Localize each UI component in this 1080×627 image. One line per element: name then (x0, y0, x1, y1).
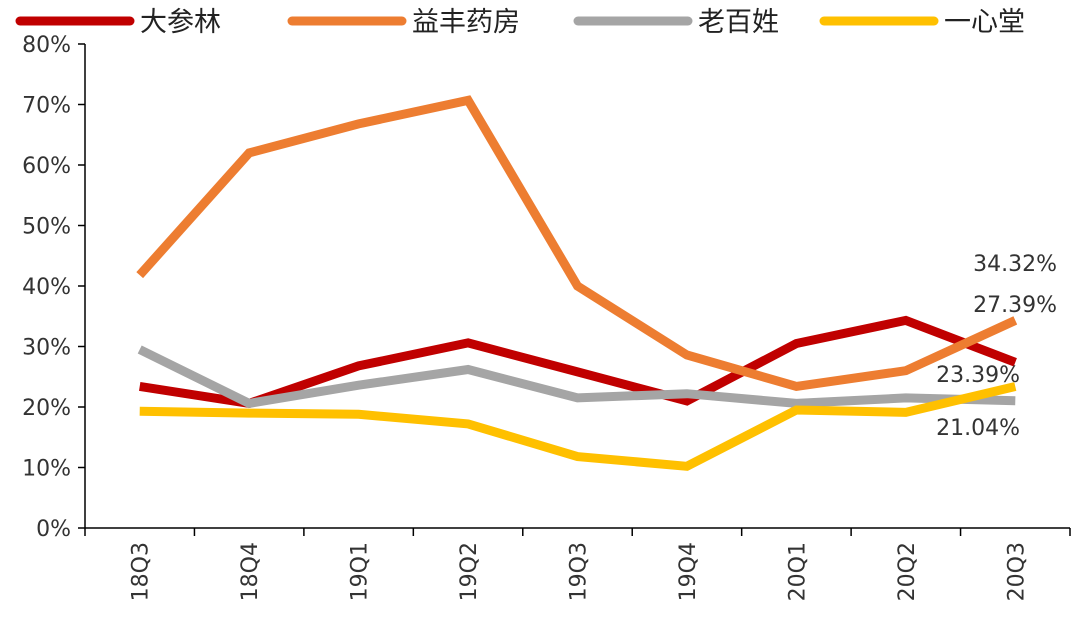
series-layer (136, 95, 1018, 471)
y-tick-label: 0% (36, 517, 71, 542)
legend-label-4: 一心堂 (944, 7, 1025, 38)
y-tick-label: 70% (22, 94, 71, 119)
data-label-2: 27.39% (973, 293, 1057, 318)
y-axis: 0% 10% 20% 30% 40% 50% 60% 70% 80% (22, 33, 86, 542)
data-label-3: 23.39% (936, 363, 1020, 388)
legend-label-2: 益丰药房 (412, 7, 520, 38)
legend-label-3: 老百姓 (698, 7, 779, 38)
annotation-layer: 34.32% 27.39% 23.39% 21.04% (936, 252, 1057, 441)
x-axis: 18Q3 18Q4 19Q1 19Q2 19Q3 19Q4 20Q1 20Q2 20Q3 (84, 527, 1071, 601)
data-label-4: 21.04% (936, 416, 1020, 441)
y-tick-label: 10% (22, 457, 71, 482)
x-tick-label: 19Q3 (567, 542, 592, 601)
series-line-2 (136, 95, 1018, 391)
data-label-1: 34.32% (973, 252, 1057, 277)
y-tick-label: 60% (22, 154, 71, 179)
x-tick-label: 19Q2 (457, 542, 482, 601)
x-tick-label: 20Q1 (785, 542, 810, 601)
y-tick-label: 30% (22, 336, 71, 361)
x-tick-label: 18Q4 (238, 542, 263, 601)
x-tick-label: 18Q3 (129, 542, 154, 601)
x-tick-label: 20Q2 (895, 542, 920, 601)
x-tick-label: 20Q3 (1004, 542, 1029, 601)
x-tick-label: 19Q4 (676, 542, 701, 601)
legend: 大参林 益丰药房 老百姓 一心堂 (15, 7, 1025, 38)
x-tick-label: 19Q1 (348, 542, 373, 601)
y-tick-label: 50% (22, 215, 71, 240)
y-tick-label: 40% (22, 275, 71, 300)
legend-label-1: 大参林 (140, 7, 221, 38)
series-line-1 (139, 315, 1017, 409)
series-line-4 (139, 382, 1017, 471)
series-line-3 (137, 345, 1016, 409)
y-tick-label: 80% (22, 33, 71, 58)
y-tick-label: 20% (22, 396, 71, 421)
